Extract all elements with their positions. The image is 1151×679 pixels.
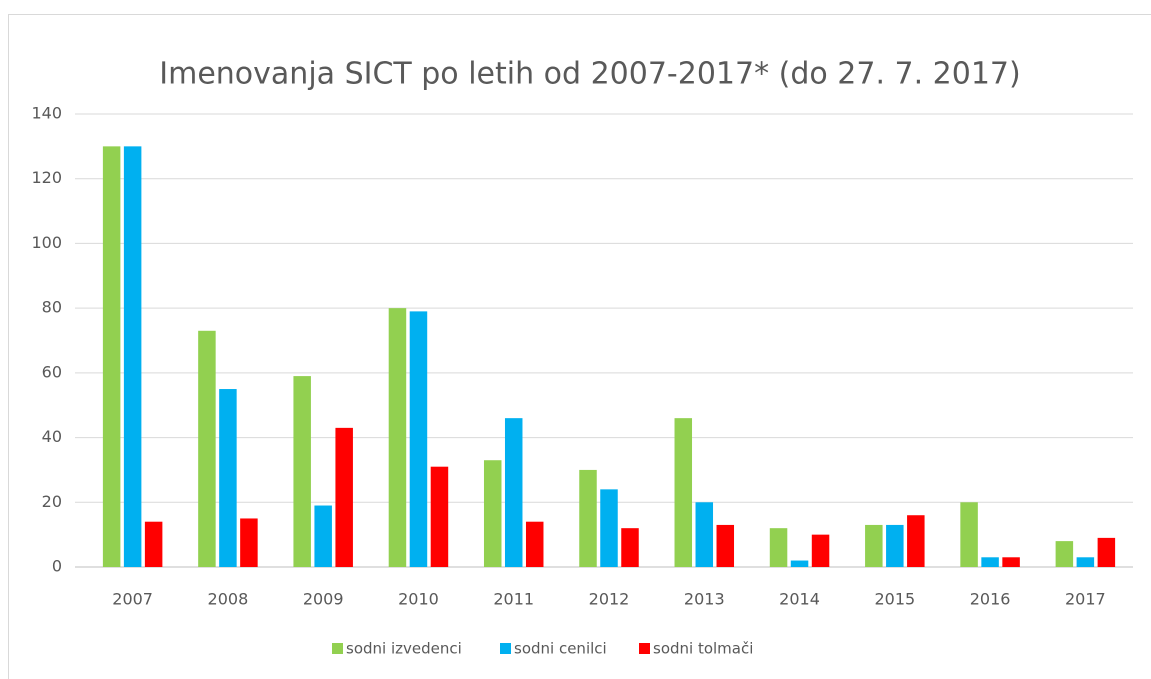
bar <box>198 330 216 567</box>
bar <box>886 524 904 567</box>
y-tick-label: 100 <box>31 233 62 252</box>
bar <box>409 311 428 567</box>
x-tick-label: 2012 <box>589 590 630 609</box>
x-tick-label: 2015 <box>874 590 915 609</box>
bar <box>811 534 830 567</box>
chart-title: Imenovanja SICT po letih od 2007-2017* (… <box>159 57 1020 92</box>
bar <box>123 146 142 567</box>
bar <box>1076 557 1095 567</box>
x-tick-label: 2007 <box>112 590 153 609</box>
bar <box>1002 557 1020 567</box>
x-tick-label: 2010 <box>398 590 439 609</box>
bar <box>960 502 978 567</box>
bar <box>388 308 407 567</box>
legend-label: sodni cenilci <box>514 640 607 658</box>
bar <box>1055 541 1074 567</box>
x-tick-label: 2008 <box>208 590 249 609</box>
bar <box>579 469 597 567</box>
legend-swatch <box>500 643 511 654</box>
legend-swatch <box>639 643 650 654</box>
bar <box>430 466 449 567</box>
bar <box>981 557 999 567</box>
bar <box>674 418 693 567</box>
y-tick-label: 60 <box>42 362 62 381</box>
bar <box>790 560 809 567</box>
bar <box>1097 537 1116 567</box>
y-tick-label: 120 <box>31 168 62 187</box>
bar <box>102 146 121 567</box>
bar <box>335 427 353 567</box>
bar <box>600 489 618 567</box>
bar <box>907 515 925 567</box>
bar <box>865 524 883 567</box>
x-tick-label: 2017 <box>1065 590 1106 609</box>
x-tick-label: 2016 <box>970 590 1011 609</box>
bar <box>483 460 502 567</box>
y-tick-label: 80 <box>42 298 62 317</box>
y-tick-label: 40 <box>42 427 62 446</box>
bar <box>504 418 523 567</box>
legend-swatch <box>332 643 343 654</box>
bar <box>695 502 714 567</box>
bar <box>525 521 544 567</box>
x-tick-label: 2013 <box>684 590 725 609</box>
x-tick-label: 2014 <box>779 590 820 609</box>
bar <box>240 518 258 567</box>
x-tick-label: 2011 <box>493 590 534 609</box>
y-tick-label: 140 <box>31 104 62 123</box>
legend-label: sodni izvedenci <box>346 640 462 658</box>
bar <box>219 389 237 567</box>
bar <box>144 521 163 567</box>
bar <box>293 376 311 567</box>
x-tick-label: 2009 <box>303 590 344 609</box>
bar <box>314 505 332 567</box>
y-tick-label: 0 <box>52 557 62 576</box>
bar <box>621 528 639 567</box>
bar <box>716 524 735 567</box>
y-tick-label: 20 <box>42 492 62 511</box>
bar <box>769 528 788 567</box>
legend-label: sodni tolmači <box>653 640 753 658</box>
